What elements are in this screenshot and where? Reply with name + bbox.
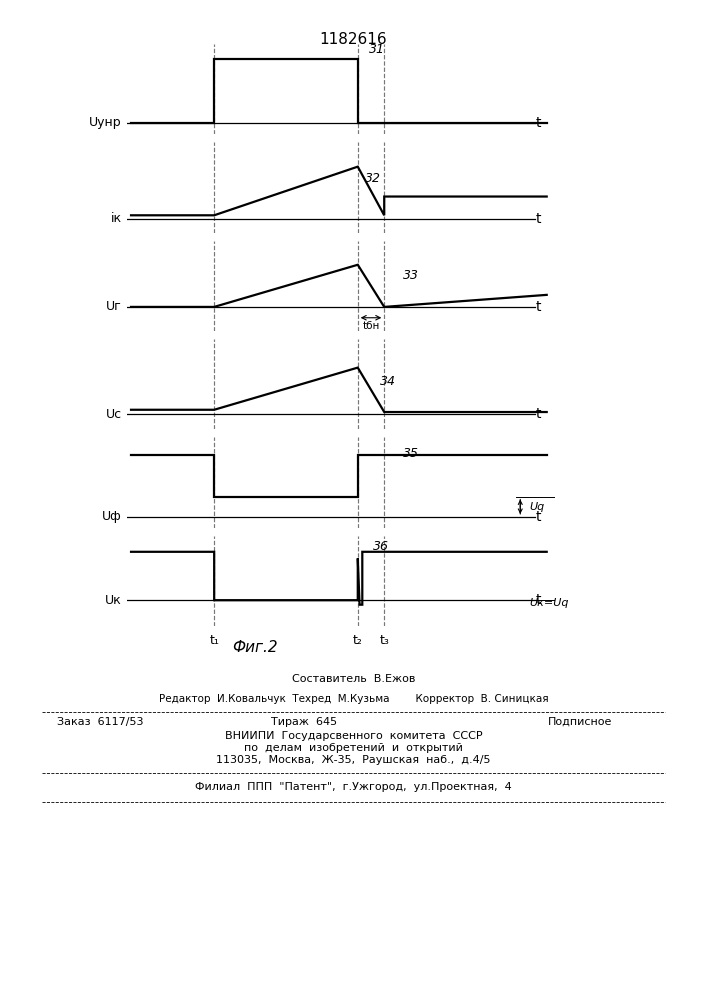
Text: 31: 31 [369,43,385,56]
Text: Uк: Uк [105,594,122,607]
Text: Заказ  6117/53: Заказ 6117/53 [57,717,143,727]
Text: 36: 36 [373,540,389,553]
Text: Составитель  В.Ежов: Составитель В.Ежов [292,674,415,684]
Text: Uф: Uф [102,510,122,523]
Text: Редактор  И.Ковальчук  Техред  М.Кузьма        Корректор  В. Синицкая: Редактор И.Ковальчук Техред М.Кузьма Кор… [158,694,549,704]
Text: t: t [535,212,541,226]
Text: tбн: tбн [362,321,380,331]
Text: 34: 34 [380,375,397,388]
Text: 33: 33 [403,269,419,282]
Text: 1182616: 1182616 [320,32,387,47]
Text: Фиг.2: Фиг.2 [232,640,277,655]
Text: t: t [535,116,541,130]
Text: t: t [535,593,541,607]
Text: t₂: t₂ [353,634,363,647]
Text: Тираж  645: Тираж 645 [271,717,337,727]
Text: t₁: t₁ [209,634,219,647]
Text: Uq: Uq [530,502,545,512]
Text: Uг: Uг [106,300,122,313]
Text: ВНИИПИ  Государсвенного  комитета  СССР: ВНИИПИ Государсвенного комитета СССР [225,731,482,741]
Text: по  делам  изобретений  и  открытий: по делам изобретений и открытий [244,743,463,753]
Text: 35: 35 [403,447,419,460]
Text: t: t [535,407,541,421]
Text: 32: 32 [366,172,381,185]
Text: Подписное: Подписное [547,717,612,727]
Text: t₃: t₃ [379,634,389,647]
Text: Филиал  ППП  "Патент",  г.Ужгород,  ул.Проектная,  4: Филиал ППП "Патент", г.Ужгород, ул.Проек… [195,782,512,792]
Text: iк: iк [110,212,122,225]
Text: t: t [535,510,541,524]
Text: Uунр: Uунр [89,116,122,129]
Text: Uк=Uq: Uк=Uq [530,598,569,608]
Text: Uс: Uс [105,408,122,421]
Text: 113035,  Москва,  Ж-35,  Раушская  наб.,  д.4/5: 113035, Москва, Ж-35, Раушская наб., д.4… [216,755,491,765]
Text: t: t [535,300,541,314]
